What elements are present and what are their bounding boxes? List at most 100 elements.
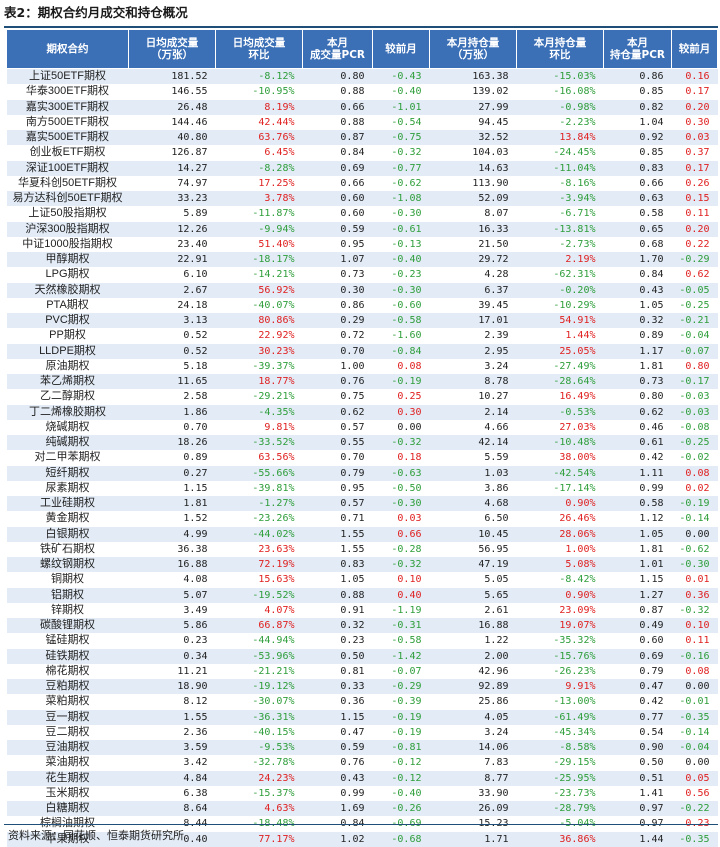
table-cell: -0.40 — [372, 252, 430, 268]
table-cell: 0.73 — [603, 374, 672, 390]
table-row: 深证100ETF期权 14.27 -8.28% 0.69 -0.77 14.63 -11.0… — [6, 160, 718, 176]
table-cell: 1.05 — [603, 297, 672, 313]
table-cell: 2.36 — [128, 724, 216, 740]
table-cell: 0.92 — [603, 130, 672, 146]
table-cell: 104.03 — [429, 145, 517, 161]
table-cell: 0.80 — [302, 68, 373, 85]
table-cell: -44.02% — [215, 526, 303, 542]
table-cell: 3.78% — [215, 191, 303, 207]
table-cell: -13.81% — [516, 221, 604, 237]
table-cell: 0.18 — [372, 450, 430, 466]
contract-name-cell: 铝期权 — [6, 587, 129, 603]
table-cell: 0.34 — [128, 648, 216, 664]
table-cell: 1.02 — [302, 831, 373, 847]
table-cell: 0.23 — [302, 633, 373, 649]
table-cell: 5.18 — [128, 358, 216, 374]
header-row: 期权合约 日均成交量 （万张） 日均成交量 环比 本月 成交量PCR 较前月 本月持仓… — [6, 29, 718, 69]
table-cell: -17.14% — [516, 480, 604, 496]
table-cell: 0.79 — [603, 663, 672, 679]
table-cell: 32.52 — [429, 130, 517, 146]
table-cell: -0.29 — [372, 679, 430, 695]
table-cell: 0.36 — [671, 587, 718, 603]
contract-name-cell: PVC期权 — [6, 313, 129, 329]
table-row: 短纤期权 0.27 -55.66% 0.79 -0.63 1.03 -42.54% 1.11 0… — [6, 465, 718, 481]
contract-name-cell: 棉花期权 — [6, 663, 129, 679]
table-cell: 1.52 — [128, 511, 216, 527]
table-cell: -1.27% — [215, 496, 303, 512]
table-cell: 6.37 — [429, 282, 517, 298]
table-row: 豆油期权 3.59 -9.53% 0.59 -0.81 14.06 -8.58% 0.90 -0… — [6, 740, 718, 756]
table-cell: 0.25 — [372, 389, 430, 405]
table-cell: -0.58 — [372, 313, 430, 329]
table-cell: 0.47 — [302, 724, 373, 740]
table-cell: -44.94% — [215, 633, 303, 649]
table-cell: -53.96% — [215, 648, 303, 664]
table-row: 铜期权 4.08 15.63% 1.05 0.10 5.05 -8.42% 1.15 0.01 — [6, 572, 718, 588]
table-row: 工业硅期权 1.81 -1.27% 0.57 -0.30 4.68 0.90% 0.58 -0.… — [6, 496, 718, 512]
table-cell: 26.48 — [128, 99, 216, 115]
table-cell: 3.13 — [128, 313, 216, 329]
table-cell: 0.00 — [671, 526, 718, 542]
table-cell: 16.49% — [516, 389, 604, 405]
table-cell: 0.84 — [302, 145, 373, 161]
table-cell: 0.52 — [128, 328, 216, 344]
table-cell: 0.76 — [302, 374, 373, 390]
table-cell: 0.62 — [603, 404, 672, 420]
table-cell: 2.95 — [429, 343, 517, 359]
table-cell: 42.44% — [215, 114, 303, 130]
contract-name-cell: PP期权 — [6, 328, 129, 344]
table-cell: 0.20 — [671, 99, 718, 115]
table-cell: -15.03% — [516, 68, 604, 85]
table-cell: 0.62 — [302, 404, 373, 420]
table-cell: 77.17% — [215, 831, 303, 847]
table-cell: 1.81 — [603, 358, 672, 374]
table-cell: -0.69 — [372, 816, 430, 832]
table-cell: -0.03 — [671, 389, 718, 405]
table-cell: 16.33 — [429, 221, 517, 237]
table-cell: 1.04 — [603, 114, 672, 130]
table-cell: 0.43 — [302, 770, 373, 786]
table-cell: 146.55 — [128, 84, 216, 100]
table-cell: 1.44 — [603, 831, 672, 847]
table-cell: 23.63% — [215, 541, 303, 557]
table-cell: 0.75 — [302, 389, 373, 405]
table-cell: 5.07 — [128, 587, 216, 603]
table-cell: 24.18 — [128, 297, 216, 313]
table-cell: 0.70 — [302, 450, 373, 466]
table-cell: 56.95 — [429, 541, 517, 557]
table-cell: 0.88 — [302, 587, 373, 603]
table-cell: 2.14 — [429, 404, 517, 420]
table-cell: 0.11 — [671, 206, 718, 222]
table-row: 南方500ETF期权 144.46 42.44% 0.88 -0.54 94.45 -2.2… — [6, 114, 718, 130]
table-cell: 0.00 — [671, 679, 718, 695]
table-cell: 0.54 — [603, 724, 672, 740]
footer-divider — [4, 824, 718, 825]
table-cell: -0.30 — [671, 557, 718, 573]
table-cell: 0.00 — [671, 755, 718, 771]
table-cell: 0.65 — [603, 221, 672, 237]
table-cell: -9.94% — [215, 221, 303, 237]
table-row: 华泰300ETF期权 146.55 -10.95% 0.88 -0.40 139.02 -1… — [6, 84, 718, 100]
table-cell: 4.68 — [429, 496, 517, 512]
table-cell: -0.60 — [372, 297, 430, 313]
table-cell: -0.05 — [671, 282, 718, 298]
table-cell: -4.35% — [215, 404, 303, 420]
table-cell: 63.76% — [215, 130, 303, 146]
table-cell: 10.45 — [429, 526, 517, 542]
table-cell: 9.81% — [215, 419, 303, 435]
table-row: 原油期权 5.18 -39.37% 1.00 0.08 3.24 -27.49% 1.81 0.… — [6, 358, 718, 374]
table-cell: 1.15 — [128, 480, 216, 496]
table-cell: 4.28 — [429, 267, 517, 283]
table-cell: 0.70 — [302, 343, 373, 359]
table-cell: -2.23% — [516, 114, 604, 130]
table-cell: 17.25% — [215, 175, 303, 191]
table-cell: -0.32 — [372, 435, 430, 451]
table-cell: -61.49% — [516, 709, 604, 725]
table-cell: 0.66 — [302, 99, 373, 115]
table-cell: 22.92% — [215, 328, 303, 344]
table-cell: 0.69 — [603, 648, 672, 664]
table-cell: 0.95 — [302, 480, 373, 496]
table-cell: -0.40 — [372, 84, 430, 100]
table-cell: -0.08 — [671, 419, 718, 435]
contract-name-cell: 华夏科创50ETF期权 — [6, 175, 129, 191]
